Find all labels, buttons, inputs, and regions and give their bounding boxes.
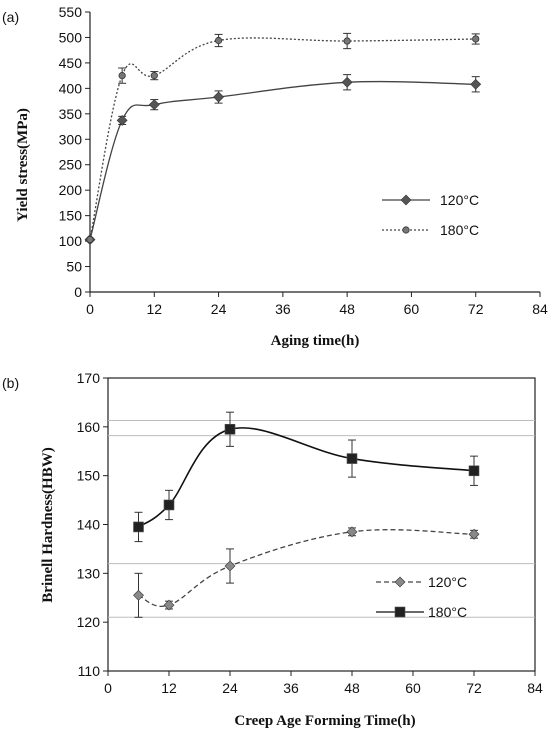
legend-marker [394,606,406,618]
panel-a-x-axis-label: Aging time(h) [271,333,360,349]
series-line [138,529,475,607]
panel-a-y-tick-label: 150 [59,208,83,224]
panel-b-x-tick-label: 24 [222,680,238,696]
panel-a-x-tick-label: 84 [532,301,548,317]
legend-label: 180°C [440,222,479,238]
panel-b-x-axis-label: Creep Age Forming Time(h) [234,713,415,729]
panel-b-x-tick-label: 36 [283,680,299,696]
series-line [89,80,476,240]
data-point [163,499,175,511]
legend-marker [394,576,406,588]
panel-a-label: (a) [2,9,19,25]
panel-b-y-axis-label: Brinell Hardness(HBW) [40,447,56,602]
panel-b-y-tick-label: 120 [77,614,101,630]
panel-a-y-tick-label: 550 [59,4,83,20]
data-point [343,37,351,45]
panel-a-y-tick-label: 400 [59,80,83,96]
data-point [213,91,224,103]
panel-a-x-tick-label: 36 [275,301,291,317]
data-point [468,465,480,477]
panel-a-chart: (a) Aging time(h) Yield stress(MPa) 0 50 1… [2,4,548,349]
data-point [470,78,482,90]
panel-b-y-tick-label: 110 [78,663,101,679]
panel-a-y-tick-label: 500 [59,29,83,45]
panel-a-y-tick-label: 50 [66,259,82,275]
panel-a-y-tick-label: 250 [59,157,83,173]
panel-a-x-tick-label: 12 [146,301,162,317]
data-point [133,521,144,533]
panel-a-series-180 [86,32,480,244]
data-point [86,235,94,244]
panel-b-x-tick-label: 0 [104,680,112,696]
panel-b-series-120 [133,526,480,618]
panel-a-y-tick-label: 350 [59,106,83,122]
panel-a-x-tick-label: 48 [339,301,355,317]
data-point [150,72,158,80]
data-point [346,453,358,464]
panel-b-x-tick-label: 48 [344,680,360,696]
data-point [346,526,358,538]
panel-a-y-tick-label: 450 [59,55,83,71]
panel-b-y-tick-label: 150 [77,468,101,484]
legend-marker [402,226,410,234]
panel-a-x-tick-label: 72 [468,301,484,317]
panel-b-chart: (b) Creep Age Forming Time(h) Brinell Ha… [2,370,543,729]
data-point [341,76,353,88]
series-line [89,37,476,240]
data-point [133,589,144,601]
panel-a-x-tick-label: 24 [211,301,227,317]
data-point [472,35,480,43]
panel-b-y-tick-label: 140 [77,517,101,533]
panel-b-x-tick-label: 84 [527,680,543,696]
panel-a-x-tick-label: 0 [86,301,94,317]
panel-b-label: (b) [2,375,19,391]
legend-label: 180°C [428,604,467,620]
legend-marker [400,194,412,206]
panel-b-series-180 [133,411,480,543]
series-line [138,427,475,528]
data-point [224,560,236,572]
panel-a-y-tick-label: 100 [59,233,83,249]
panel-b-x-tick-label: 72 [466,680,482,696]
panel-b-y-tick-label: 170 [77,370,101,386]
panel-a-y-tick-label: 0 [74,284,82,300]
data-point [148,99,160,111]
panel-b-plot-frame [107,377,536,672]
panel-a-series-120 [84,74,482,245]
data-point [116,115,128,126]
panel-a-x-tick-label: 60 [404,301,420,317]
panel-b-y-tick-label: 160 [77,419,101,435]
data-point [163,599,175,611]
legend-label: 120°C [440,192,479,208]
data-point [118,72,126,80]
panel-a-y-axis-label: Yield stress(MPa) [15,108,31,222]
panel-b-y-tick-label: 130 [77,565,101,581]
panel-b-x-tick-label: 60 [405,680,421,696]
data-point [224,423,236,435]
panel-b-x-tick-label: 12 [161,680,177,696]
legend-label: 120°C [428,574,467,590]
data-point [214,36,223,45]
data-point [468,528,480,540]
panel-a-y-tick-label: 300 [59,131,83,147]
panel-a-y-tick-label: 200 [59,182,83,198]
